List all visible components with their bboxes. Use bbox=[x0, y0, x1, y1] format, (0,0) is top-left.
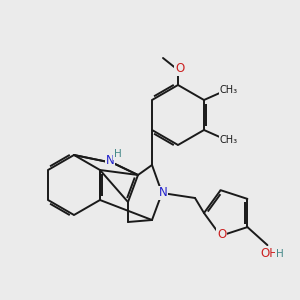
Text: O: O bbox=[176, 62, 184, 76]
Text: H: H bbox=[275, 249, 283, 259]
Text: OH: OH bbox=[260, 247, 278, 260]
Text: N: N bbox=[159, 187, 167, 200]
Text: H: H bbox=[114, 149, 122, 159]
Text: CH₃: CH₃ bbox=[220, 135, 238, 145]
Text: CH₃: CH₃ bbox=[220, 85, 238, 95]
Text: O: O bbox=[217, 228, 226, 241]
Text: N: N bbox=[106, 154, 114, 167]
